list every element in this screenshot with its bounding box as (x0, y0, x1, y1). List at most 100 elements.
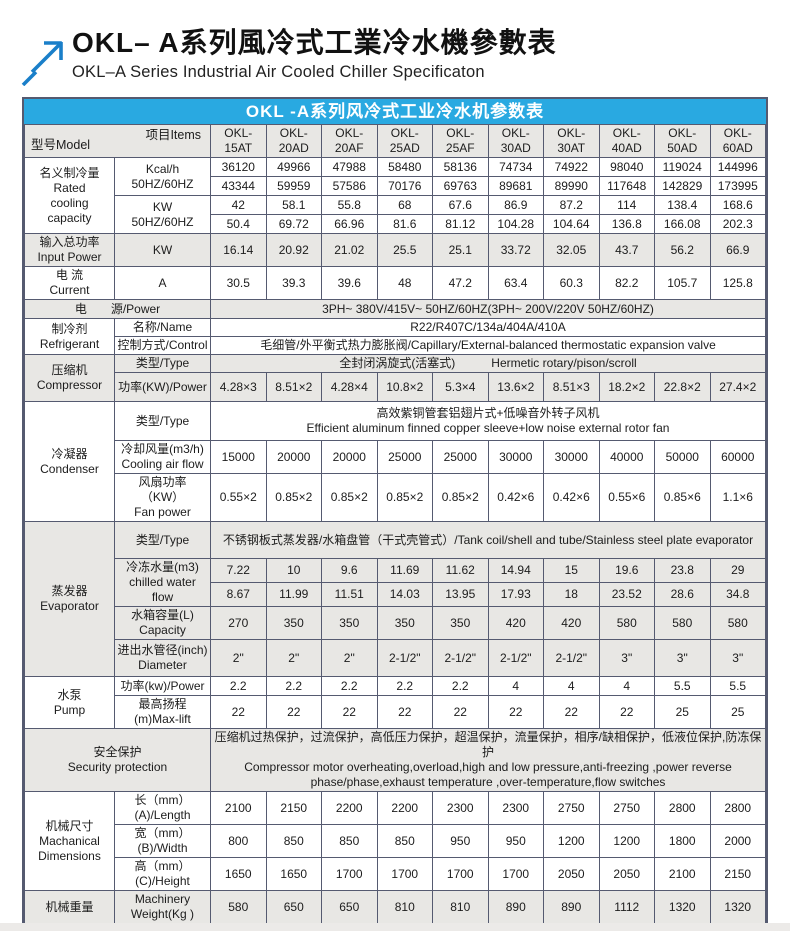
value-cell: 2150 (709, 857, 766, 891)
value-cell: 0.85×2 (265, 473, 322, 522)
value-cell: 890 (543, 890, 600, 924)
value-cell: 25 (654, 695, 711, 729)
value-cell: 29 (709, 558, 766, 583)
value-cell: 5.5 (654, 676, 711, 696)
model-header-cell: OKL- 25AF (432, 124, 489, 158)
value-cell: 4.28×4 (321, 372, 378, 402)
value-cell: 125.8 (709, 266, 766, 300)
value-cell: 1650 (210, 857, 267, 891)
span-value-cell: 压缩机过热保护，过流保护，高低压力保护，超温保护，流量保护，相序/缺相保护，低液… (210, 728, 766, 792)
value-cell: 13.95 (432, 582, 489, 607)
item-label-cell: Kcal/h 50HZ/60HZ (114, 157, 211, 196)
value-cell: 2.2 (376, 676, 433, 696)
value-cell: 3" (654, 639, 711, 677)
value-cell: 1320 (709, 890, 766, 924)
value-cell: 14.94 (487, 558, 544, 583)
span-value-cell: 毛细管/外平衡式热力膨胀阀/Capillary/External-balance… (210, 336, 766, 355)
item-label-cell: 水箱容量(L) Capacity (114, 606, 211, 640)
arrow-logo-icon (21, 41, 63, 86)
model-header-cell: OKL- 60AD (709, 124, 766, 158)
value-cell: 5.5 (709, 676, 766, 696)
value-cell: 15000 (210, 440, 267, 474)
value-cell: 18 (543, 582, 600, 607)
value-cell: 27.4×2 (709, 372, 766, 402)
value-cell: 30000 (543, 440, 600, 474)
value-cell: 22 (265, 695, 322, 729)
value-cell: 810 (376, 890, 433, 924)
value-cell: 2800 (709, 791, 766, 825)
value-cell: 114 (598, 195, 655, 215)
item-label-cell: 长（mm）(A)/Length (114, 791, 211, 825)
value-cell: 17.93 (487, 582, 544, 607)
value-cell: 850 (321, 824, 378, 858)
page-title-en: OKL–A Series Industrial Air Cooled Chill… (72, 62, 485, 81)
value-cell: 57586 (321, 176, 378, 196)
value-cell: 82.2 (598, 266, 655, 300)
value-cell: 16.14 (210, 233, 267, 267)
value-cell: 60000 (709, 440, 766, 474)
value-cell: 2-1/2" (543, 639, 600, 677)
value-cell: 0.55×2 (210, 473, 267, 522)
model-header-cell: OKL- 15AT (210, 124, 267, 158)
value-cell: 20000 (265, 440, 322, 474)
model-header-cell: OKL- 25AD (376, 124, 433, 158)
value-cell: 0.85×6 (654, 473, 711, 522)
value-cell: 11.69 (376, 558, 433, 583)
model-header-cell: OKL- 40AD (598, 124, 655, 158)
item-label-cell: 类型/Type (114, 521, 211, 559)
value-cell: 2.2 (210, 676, 267, 696)
value-cell: 4 (543, 676, 600, 696)
value-cell: 0.85×2 (432, 473, 489, 522)
corner-items-label: 项目Items (145, 128, 201, 142)
value-cell: 1700 (487, 857, 544, 891)
value-cell: 14.03 (376, 582, 433, 607)
value-cell: 2300 (432, 791, 489, 825)
section-label-cell: 机械重量 (24, 890, 115, 924)
value-cell: 25 (709, 695, 766, 729)
value-cell: 580 (654, 606, 711, 640)
value-cell: 2.2 (321, 676, 378, 696)
span-value-cell: 不锈钢板式蒸发器/水箱盘管（干式壳管式）/Tank coil/shell and… (210, 521, 766, 559)
value-cell: 1800 (654, 824, 711, 858)
value-cell: 7.22 (210, 558, 267, 583)
value-cell: 2100 (654, 857, 711, 891)
item-label-cell: Machinery Weight(Kg ) (114, 890, 211, 924)
value-cell: 0.55×6 (598, 473, 655, 522)
value-cell: 2050 (598, 857, 655, 891)
value-cell: 270 (210, 606, 267, 640)
value-cell: 20000 (321, 440, 378, 474)
value-cell: 22 (376, 695, 433, 729)
value-cell: 39.3 (265, 266, 322, 300)
value-cell: 22 (432, 695, 489, 729)
value-cell: 48 (376, 266, 433, 300)
corner-model-label: 型号Model (31, 138, 91, 153)
value-cell: 69763 (432, 176, 489, 196)
item-label-cell: KW (114, 233, 211, 267)
value-cell: 50.4 (210, 214, 267, 234)
value-cell: 850 (265, 824, 322, 858)
value-cell: 3" (709, 639, 766, 677)
bottom-strip (0, 923, 790, 931)
value-cell: 136.8 (598, 214, 655, 234)
value-cell: 30.5 (210, 266, 267, 300)
value-cell: 2200 (321, 791, 378, 825)
value-cell: 8.51×2 (265, 372, 322, 402)
value-cell: 350 (321, 606, 378, 640)
model-header-cell: OKL- 20AF (321, 124, 378, 158)
value-cell: 70176 (376, 176, 433, 196)
value-cell: 60.3 (543, 266, 600, 300)
value-cell: 800 (210, 824, 267, 858)
value-cell: 2000 (709, 824, 766, 858)
value-cell: 2" (265, 639, 322, 677)
section-label-cell: 冷凝器 Condenser (24, 401, 115, 522)
value-cell: 67.6 (432, 195, 489, 215)
value-cell: 650 (265, 890, 322, 924)
value-cell: 32.05 (543, 233, 600, 267)
value-cell: 0.85×2 (376, 473, 433, 522)
value-cell: 650 (321, 890, 378, 924)
value-cell: 420 (487, 606, 544, 640)
value-cell: 1200 (543, 824, 600, 858)
value-cell: 350 (265, 606, 322, 640)
value-cell: 168.6 (709, 195, 766, 215)
value-cell: 30000 (487, 440, 544, 474)
